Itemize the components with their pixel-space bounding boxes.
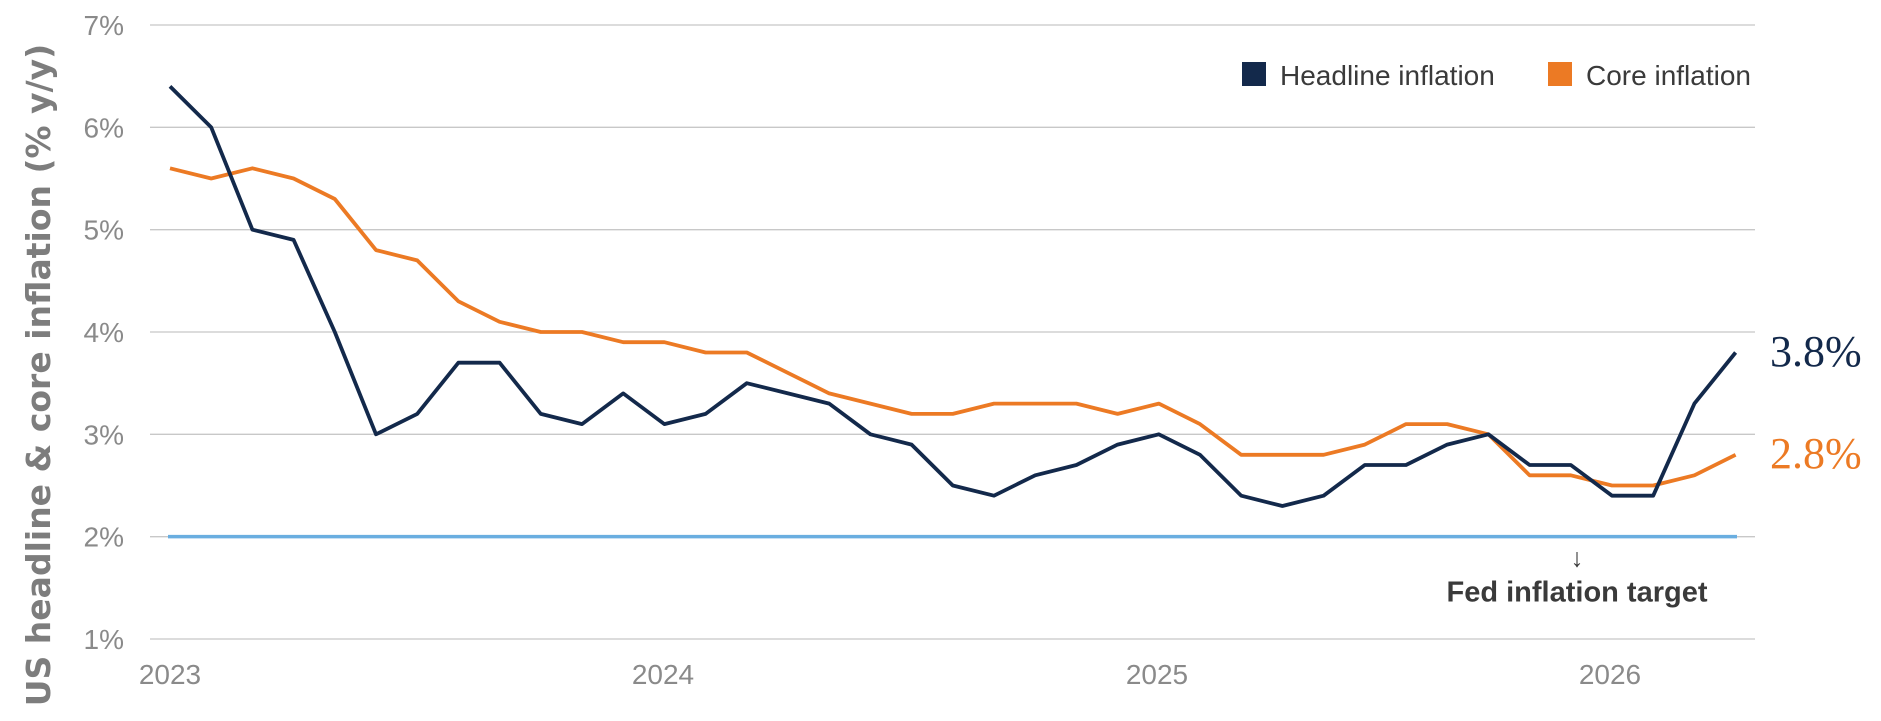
- y-tick-label: 4%: [84, 317, 124, 348]
- core-inflation-line: [169, 166, 1737, 488]
- fed-target-label: Fed inflation target: [1447, 577, 1708, 609]
- y-tick-label: 3%: [84, 419, 124, 450]
- x-tick-label: 2023: [139, 659, 201, 690]
- legend-swatch-core: [1548, 62, 1572, 86]
- legend-swatch-headline: [1242, 62, 1266, 86]
- y-tick-label: 1%: [84, 624, 124, 655]
- x-tick-label: 2024: [632, 659, 694, 690]
- headline-end-value: 3.8%: [1770, 327, 1862, 376]
- legend-label-core: Core inflation: [1586, 60, 1751, 91]
- target-arrow-icon: ↓: [1571, 543, 1584, 573]
- y-axis-label: US headline & core inflation (% y/y): [19, 44, 58, 707]
- x-tick-label: 2026: [1579, 659, 1641, 690]
- y-tick-label: 7%: [84, 10, 124, 41]
- x-tick-label: 2025: [1126, 659, 1188, 690]
- y-tick-label: 6%: [84, 112, 124, 143]
- gridlines: [150, 24, 1755, 640]
- headline-inflation-line: [168, 85, 1738, 508]
- x-axis-ticks: 2023 2024 2025 2026: [139, 659, 1641, 690]
- y-axis-ticks: 1% 2% 3% 4% 5% 6% 7%: [84, 10, 124, 655]
- legend-label-headline: Headline inflation: [1280, 60, 1495, 91]
- core-end-value: 2.8%: [1770, 429, 1862, 478]
- y-tick-label: 2%: [84, 522, 124, 553]
- legend: Headline inflation Core inflation: [1242, 60, 1751, 91]
- data-points: [169, 86, 1736, 506]
- y-tick-label: 5%: [84, 215, 124, 246]
